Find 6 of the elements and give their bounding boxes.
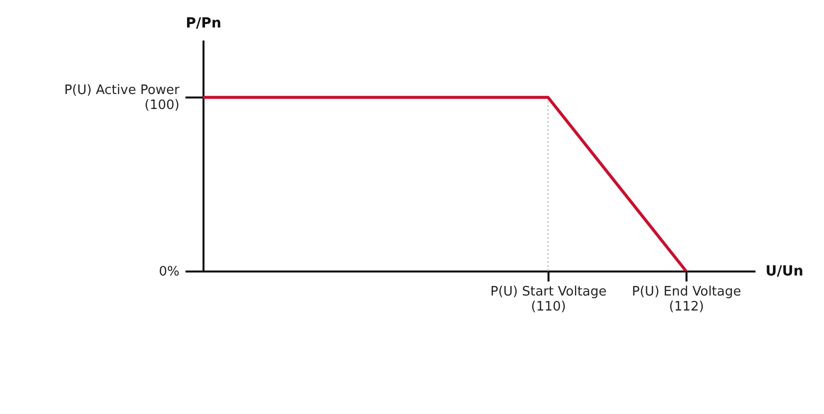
x-axis-title: U/Un — [766, 264, 804, 280]
y-tick-label: 0% — [158, 264, 180, 280]
y-axis-title: P/Pn — [186, 16, 222, 32]
y-tick-label: P(U) Active Power (100) — [64, 82, 180, 113]
x-tick-label: P(U) Start Voltage (110) — [490, 284, 607, 314]
x-tick-label: P(U) End Voltage (112) — [632, 284, 742, 314]
